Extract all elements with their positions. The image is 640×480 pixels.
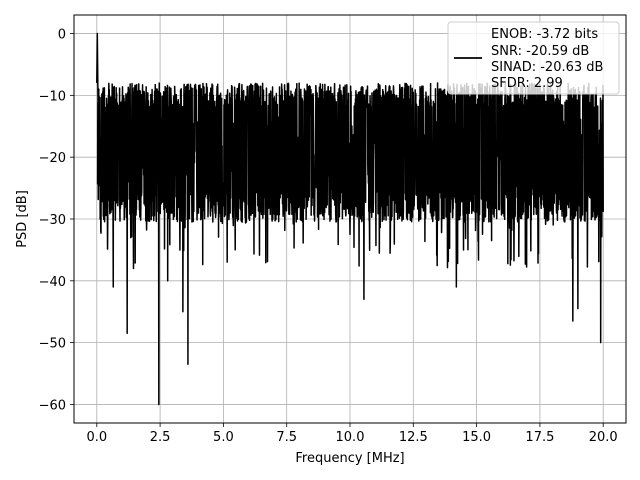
x-tick-label: 5.0: [213, 430, 234, 445]
plot-area: [96, 32, 604, 406]
y-tick-label: 0: [58, 28, 66, 43]
y-tick-label: −50: [39, 337, 66, 352]
x-axis: 0.0 2.5 5.0 7.5 10.0 12.5 15.0 17.5 20.0: [86, 423, 618, 445]
x-tick-label: 2.5: [150, 430, 171, 445]
y-tick-label: −60: [39, 398, 66, 413]
y-tick-label: −20: [39, 151, 66, 166]
y-axis-label: PSD [dB]: [15, 190, 30, 248]
x-tick-label: 15.0: [462, 430, 491, 445]
legend-entry-snr: SNR: -20.59 dB: [491, 44, 589, 59]
x-tick-label: 0.0: [86, 430, 107, 445]
x-tick-label: 12.5: [399, 430, 428, 445]
x-tick-label: 7.5: [276, 430, 297, 445]
legend-entry-sinad: SINAD: -20.63 dB: [491, 60, 603, 75]
x-tick-label: 10.0: [336, 430, 365, 445]
y-tick-label: −30: [39, 213, 66, 228]
legend-entry-sfdr: SFDR: 2.99: [491, 76, 563, 91]
psd-series-line: [96, 32, 604, 406]
x-axis-label: Frequency [MHz]: [295, 451, 404, 466]
y-axis: 0 −10 −20 −30 −40 −50 −60: [39, 28, 74, 413]
legend-entry-enob: ENOB: -3.72 bits: [491, 27, 598, 42]
legend: ENOB: -3.72 bits SNR: -20.59 dB SINAD: -…: [447, 21, 620, 95]
x-tick-label: 17.5: [525, 430, 554, 445]
x-tick-label: 20.0: [589, 430, 618, 445]
y-tick-label: −40: [39, 275, 66, 290]
legend-box: [447, 21, 620, 95]
y-tick-label: −10: [39, 89, 66, 104]
